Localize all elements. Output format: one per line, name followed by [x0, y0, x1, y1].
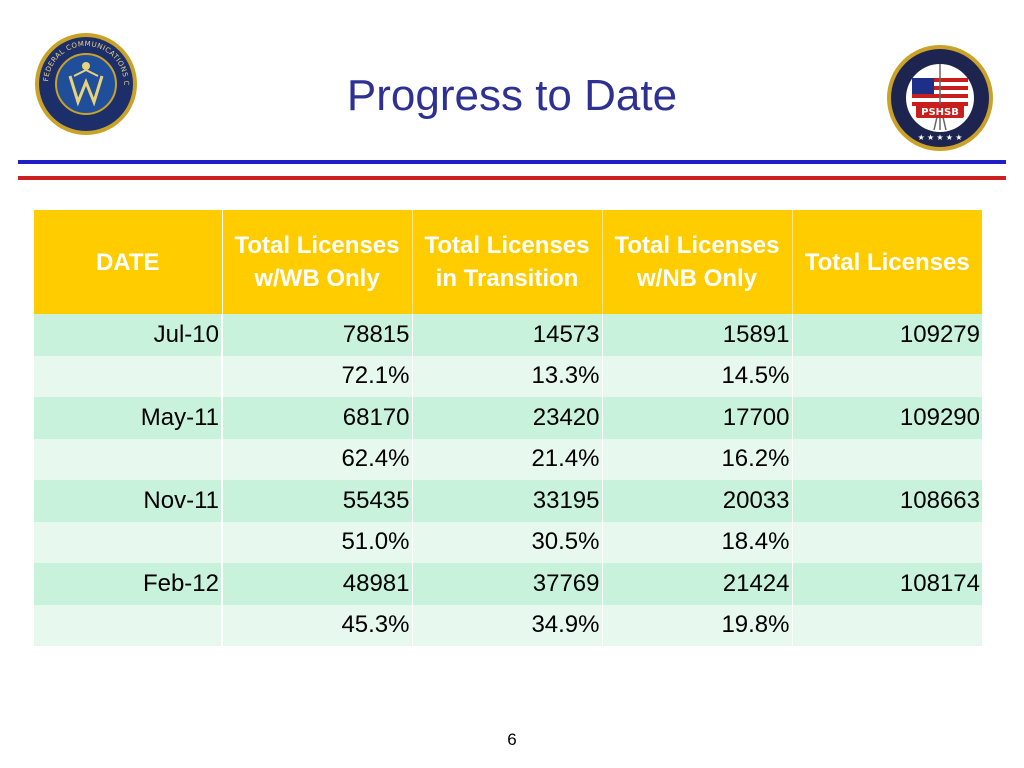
cell-in-transition: 23420: [412, 397, 603, 439]
table-row: Jul-10 78815 14573 15891 109279: [34, 314, 982, 356]
divider-red: [18, 176, 1006, 180]
table-row: May-11 68170 23420 17700 109290: [34, 397, 982, 439]
cell-total: 108663: [792, 480, 982, 522]
cell-wb-only: 48981: [222, 563, 413, 605]
progress-table: DATE Total Licenses w/WB Only Total Lice…: [34, 210, 982, 646]
pshsb-seal-icon: PSHSB ★ ★ ★ ★ ★: [886, 44, 994, 152]
table-header-row: DATE Total Licenses w/WB Only Total Lice…: [34, 210, 982, 314]
cell-nb-only: 20033: [602, 480, 793, 522]
table-row: 45.3% 34.9% 19.8%: [34, 604, 982, 646]
cell-total: 108174: [792, 563, 982, 605]
cell-nb-only: 16.2%: [602, 438, 793, 480]
header-total: Total Licenses: [792, 210, 982, 314]
cell-date: [34, 438, 223, 480]
cell-total: [792, 521, 982, 563]
cell-date: May-11: [34, 397, 223, 439]
cell-date: [34, 604, 223, 646]
table-row: Nov-11 55435 33195 20033 108663: [34, 480, 982, 522]
cell-date: Jul-10: [34, 314, 223, 356]
header-date: DATE: [34, 210, 223, 314]
cell-nb-only: 15891: [602, 314, 793, 356]
table-row: Feb-12 48981 37769 21424 108174: [34, 563, 982, 605]
cell-date: Feb-12: [34, 563, 223, 605]
cell-wb-only: 78815: [222, 314, 413, 356]
cell-nb-only: 21424: [602, 563, 793, 605]
cell-wb-only: 55435: [222, 480, 413, 522]
cell-in-transition: 13.3%: [412, 355, 603, 397]
fcc-seal-icon: FEDERAL COMMUNICATIONS COMMISSION: [31, 26, 138, 136]
cell-wb-only: 68170: [222, 397, 413, 439]
cell-wb-only: 62.4%: [222, 438, 413, 480]
table-row: 51.0% 30.5% 18.4%: [34, 521, 982, 563]
header-in-transition: Total Licenses in Transition: [412, 210, 603, 314]
cell-in-transition: 14573: [412, 314, 603, 356]
svg-text:PSHSB: PSHSB: [921, 107, 959, 118]
cell-wb-only: 51.0%: [222, 521, 413, 563]
cell-in-transition: 34.9%: [412, 604, 603, 646]
cell-total: [792, 355, 982, 397]
cell-date: [34, 355, 223, 397]
cell-total: 109290: [792, 397, 982, 439]
cell-nb-only: 17700: [602, 397, 793, 439]
cell-in-transition: 21.4%: [412, 438, 603, 480]
cell-nb-only: 18.4%: [602, 521, 793, 563]
header-nb-only: Total Licenses w/NB Only: [602, 210, 793, 314]
cell-nb-only: 14.5%: [602, 355, 793, 397]
svg-text:★ ★ ★ ★ ★: ★ ★ ★ ★ ★: [918, 133, 963, 142]
cell-total: 109279: [792, 314, 982, 356]
cell-nb-only: 19.8%: [602, 604, 793, 646]
cell-total: [792, 438, 982, 480]
cell-wb-only: 45.3%: [222, 604, 413, 646]
divider-blue: [18, 160, 1006, 164]
page-number: 6: [507, 730, 517, 749]
cell-wb-only: 72.1%: [222, 355, 413, 397]
slide-title: Progress to Date: [346, 71, 678, 120]
cell-in-transition: 37769: [412, 563, 603, 605]
cell-in-transition: 33195: [412, 480, 603, 522]
header-wb-only: Total Licenses w/WB Only: [222, 210, 413, 314]
cell-total: [792, 604, 982, 646]
cell-date: [34, 521, 223, 563]
table-row: 62.4% 21.4% 16.2%: [34, 438, 982, 480]
cell-in-transition: 30.5%: [412, 521, 603, 563]
table-row: 72.1% 13.3% 14.5%: [34, 355, 982, 397]
cell-date: Nov-11: [34, 480, 223, 522]
